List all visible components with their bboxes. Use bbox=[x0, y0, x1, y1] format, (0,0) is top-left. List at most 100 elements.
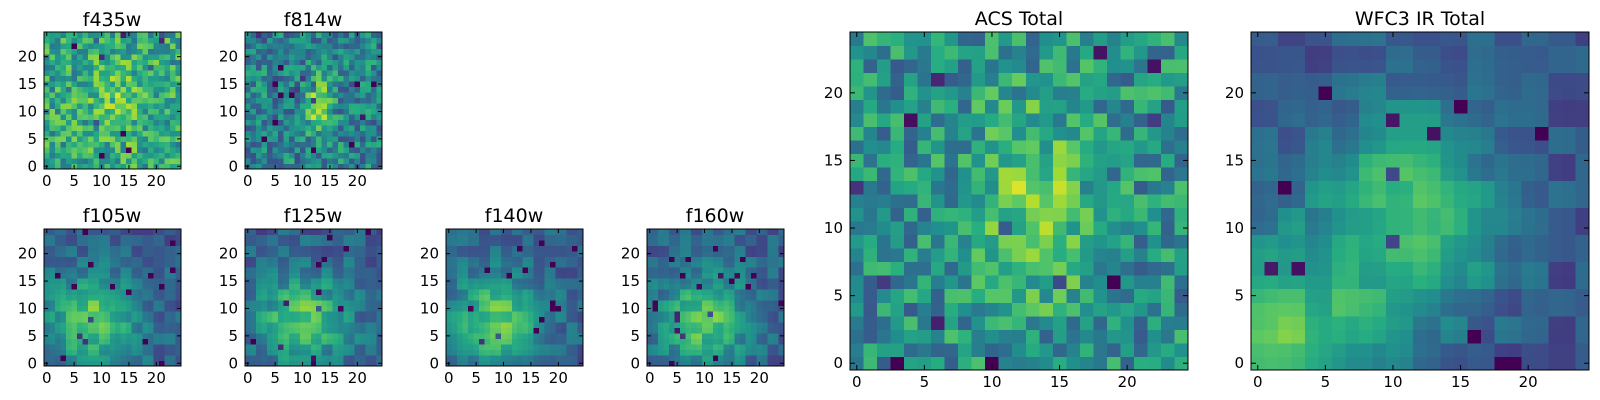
heatmap-cell bbox=[343, 125, 350, 131]
heatmap-cell bbox=[250, 75, 257, 82]
heatmap-cell bbox=[87, 136, 94, 142]
heatmap-cell bbox=[71, 114, 78, 121]
heatmap-cell bbox=[1147, 288, 1162, 303]
heatmap-cell bbox=[931, 167, 945, 182]
heatmap-cell bbox=[685, 234, 692, 241]
heatmap-cell bbox=[60, 305, 67, 312]
heatmap-cell bbox=[1093, 261, 1108, 276]
heatmap-cell bbox=[723, 305, 730, 312]
heatmap-cell bbox=[522, 278, 529, 285]
heatmap-cell bbox=[1264, 194, 1279, 209]
heatmap-cell bbox=[668, 355, 675, 361]
heatmap-cell bbox=[456, 267, 463, 274]
heatmap-cell bbox=[250, 327, 257, 334]
heatmap-cell bbox=[175, 158, 182, 164]
heatmap-cell bbox=[131, 64, 138, 71]
heatmap-cell bbox=[272, 92, 279, 99]
heatmap-cell bbox=[54, 141, 61, 148]
heatmap-cell bbox=[778, 256, 785, 263]
heatmap-cell bbox=[1066, 167, 1081, 182]
heatmap-cell bbox=[376, 283, 383, 290]
heatmap-cell bbox=[49, 32, 56, 38]
heatmap-cell bbox=[294, 333, 301, 339]
heatmap-cell bbox=[245, 234, 251, 241]
heatmap-cell bbox=[762, 349, 768, 356]
heatmap-cell bbox=[126, 81, 133, 88]
heatmap-cell bbox=[1291, 356, 1306, 371]
heatmap-cell bbox=[354, 294, 361, 301]
heatmap-cell bbox=[255, 234, 262, 241]
heatmap-cell bbox=[762, 239, 768, 246]
heatmap-cell bbox=[170, 267, 176, 274]
heatmap-cell bbox=[349, 261, 355, 268]
heatmap-cell bbox=[327, 125, 334, 131]
heatmap-cell bbox=[756, 322, 763, 328]
heatmap-cell bbox=[142, 147, 149, 153]
heatmap-cell bbox=[338, 283, 344, 290]
heatmap-cell bbox=[49, 152, 56, 159]
heatmap-cell bbox=[115, 147, 122, 153]
heatmap-cell bbox=[1052, 248, 1067, 263]
heatmap-cell bbox=[294, 278, 301, 285]
heatmap-cell bbox=[120, 53, 127, 60]
heatmap-cell bbox=[82, 147, 89, 153]
heatmap-cell bbox=[104, 108, 111, 115]
heatmap-cell bbox=[718, 239, 725, 246]
heatmap-cell bbox=[500, 355, 507, 361]
heatmap-cell bbox=[332, 338, 339, 345]
heatmap-cell bbox=[877, 180, 891, 195]
heatmap-cell bbox=[354, 136, 361, 142]
heatmap-cell bbox=[371, 283, 377, 290]
heatmap-cell bbox=[668, 338, 675, 345]
heatmap-cell bbox=[109, 322, 116, 328]
heatmap-cell bbox=[456, 289, 463, 296]
heatmap-cell bbox=[65, 355, 72, 361]
heatmap-cell bbox=[148, 229, 154, 235]
heatmap-cell bbox=[283, 250, 290, 257]
heatmap-cell bbox=[76, 48, 83, 55]
heatmap-cell bbox=[376, 245, 383, 252]
heatmap-cell bbox=[517, 360, 524, 367]
heatmap-cell bbox=[261, 355, 268, 361]
heatmap-cell bbox=[354, 37, 361, 44]
heatmap-cell bbox=[277, 53, 284, 60]
heatmap-cell bbox=[93, 147, 100, 153]
heatmap-cell bbox=[718, 344, 725, 350]
heatmap-cell bbox=[652, 229, 659, 235]
heatmap-cell bbox=[49, 125, 56, 131]
heatmap-cell bbox=[690, 289, 697, 296]
heatmap-cell bbox=[371, 261, 377, 268]
heatmap-cell bbox=[126, 136, 133, 142]
heatmap-cell bbox=[283, 119, 290, 126]
heatmap-cell bbox=[332, 97, 339, 104]
heatmap-cell bbox=[740, 239, 746, 246]
heatmap-cell bbox=[98, 338, 105, 345]
heatmap-cell bbox=[863, 302, 878, 317]
heatmap-cell bbox=[762, 289, 768, 296]
heatmap-cell bbox=[164, 300, 171, 307]
heatmap-cell bbox=[1521, 207, 1536, 222]
heatmap-cell bbox=[1174, 140, 1189, 155]
heatmap-cell bbox=[1521, 342, 1536, 357]
heatmap-cell bbox=[500, 300, 507, 307]
heatmap-cell bbox=[93, 103, 100, 110]
heatmap-cell bbox=[93, 125, 100, 131]
heatmap-cell bbox=[93, 245, 100, 252]
heatmap-cell bbox=[850, 342, 864, 357]
heatmap-cell bbox=[349, 158, 355, 164]
heatmap-cell bbox=[87, 70, 94, 77]
heatmap-cell bbox=[517, 267, 524, 274]
heatmap-cell bbox=[93, 300, 100, 307]
heatmap-cell bbox=[131, 261, 138, 268]
heatmap-cell bbox=[528, 250, 535, 257]
heatmap-cell bbox=[338, 229, 344, 235]
heatmap-cell bbox=[104, 32, 111, 38]
heatmap-cell bbox=[456, 311, 463, 318]
heatmap-cell bbox=[647, 256, 653, 263]
heatmap-cell bbox=[478, 305, 485, 312]
heatmap-cell bbox=[1012, 288, 1027, 303]
heatmap-cell bbox=[778, 322, 785, 328]
heatmap-cell bbox=[690, 344, 697, 350]
heatmap-cell bbox=[310, 256, 317, 263]
heatmap-cell bbox=[451, 245, 458, 252]
